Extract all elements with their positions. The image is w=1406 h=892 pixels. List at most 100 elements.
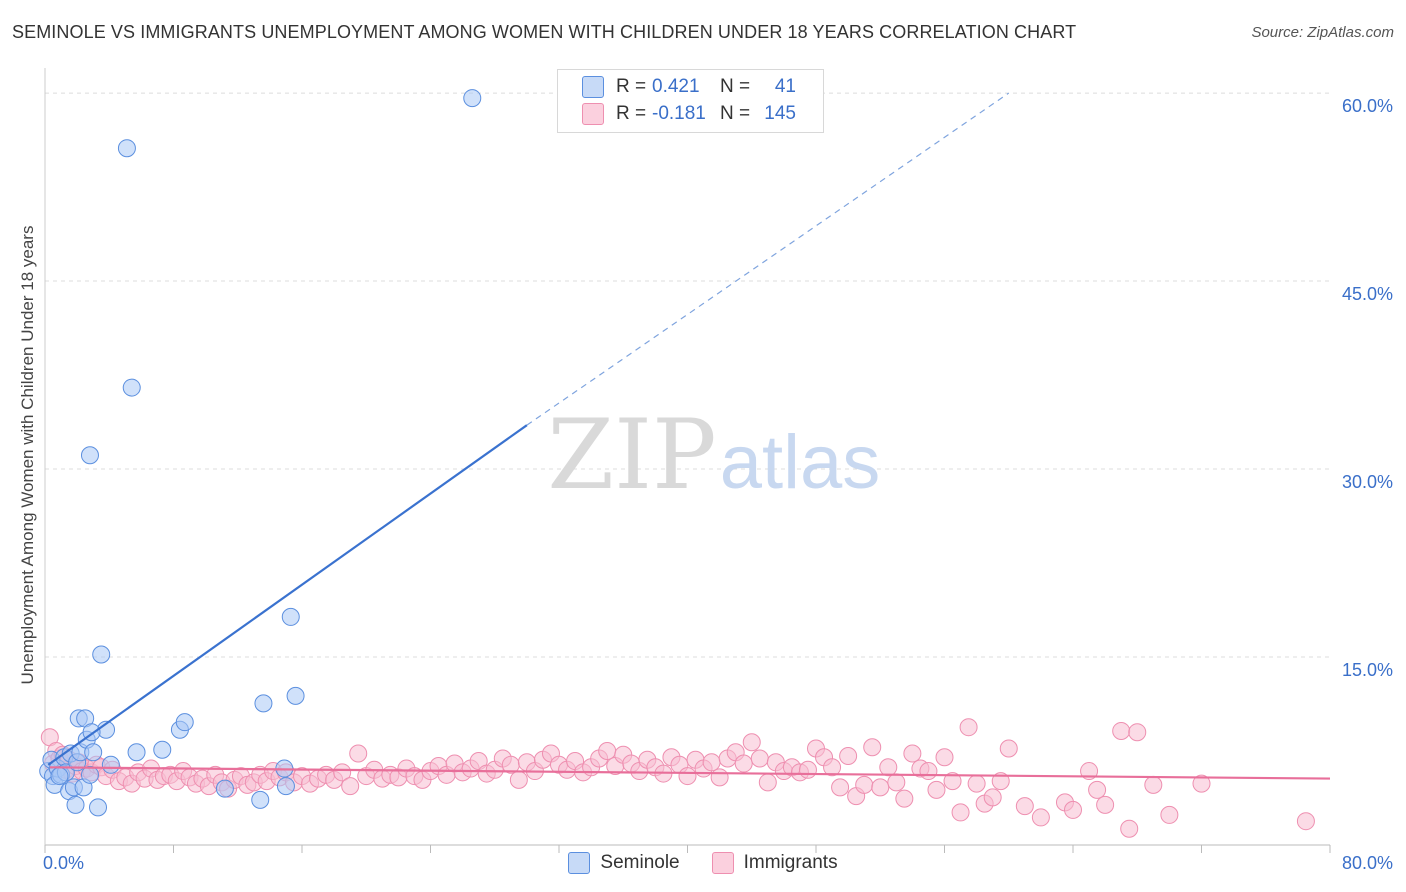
bottom-legend-immigrants: Immigrants — [711, 852, 838, 874]
immigrants-point — [919, 762, 938, 781]
seminole-point — [254, 694, 273, 713]
legend-n-value: 41 — [774, 76, 796, 97]
watermark-atlas: atlas — [720, 420, 881, 505]
immigrants-point — [333, 763, 352, 782]
immigrants-point — [702, 753, 721, 772]
immigrants-point — [863, 738, 882, 757]
immigrants-trend-line — [49, 766, 1331, 780]
immigrants-point — [341, 777, 360, 796]
immigrants-point — [943, 772, 962, 791]
seminole-swatch — [582, 76, 604, 98]
seminole-point — [92, 645, 111, 664]
seminole-point — [80, 765, 99, 784]
immigrants-point — [1128, 723, 1147, 742]
y-tick-label: 60.0% — [1342, 96, 1393, 116]
seminole-point — [175, 713, 194, 732]
bottom-legend-immigrants-label: Immigrants — [743, 852, 838, 873]
seminole-point — [463, 89, 482, 108]
x-tick-label: 0.0% — [43, 853, 84, 873]
immigrants-point — [1120, 819, 1139, 838]
immigrants-point — [1112, 721, 1131, 740]
legend-n-label: N = — [720, 76, 751, 97]
immigrants-point — [1192, 774, 1211, 793]
legend-n-label: N = — [720, 103, 751, 124]
immigrants-swatch — [711, 852, 734, 874]
x-tick-label: 80.0% — [1342, 853, 1393, 873]
tick-labels: 15.0% 30.0% 45.0% 60.0% 0.0% 80.0% — [43, 96, 1393, 873]
legend-row-immigrants: R = -0.181 N = 145 — [582, 102, 796, 126]
seminole-point — [286, 686, 305, 705]
watermark-zip: ZIP — [547, 399, 716, 511]
seminole-point — [101, 755, 120, 774]
seminole-trend-extension — [526, 92, 1010, 426]
immigrants-point — [871, 778, 890, 797]
seminole-point — [153, 740, 172, 759]
immigrants-point — [951, 803, 970, 822]
immigrants-point — [1088, 780, 1107, 799]
immigrants-point — [710, 768, 729, 787]
immigrants-point — [839, 747, 858, 766]
immigrants-point — [903, 744, 922, 763]
legend-r-value: -0.181 — [652, 103, 706, 124]
immigrants-point — [823, 758, 842, 777]
immigrants-point — [1296, 812, 1315, 831]
immigrants-point — [750, 749, 769, 768]
immigrants-point — [983, 788, 1002, 807]
seminole-swatch — [568, 852, 591, 874]
immigrants-point — [967, 774, 986, 793]
immigrants-point — [959, 718, 978, 737]
seminole-point — [84, 743, 103, 762]
bottom-legend-seminole: Seminole — [568, 852, 680, 874]
immigrants-point — [999, 739, 1018, 758]
seminole-point — [281, 607, 300, 626]
immigrants-point — [887, 773, 906, 792]
immigrants-point — [349, 744, 368, 763]
chart-title: SEMINOLE VS IMMIGRANTS UNEMPLOYMENT AMON… — [12, 22, 1077, 42]
immigrants-point — [1080, 762, 1099, 781]
legend-row-seminole: R = 0.421 N = 41 — [582, 75, 796, 99]
immigrants-point — [831, 778, 850, 797]
seminole-point — [215, 779, 234, 798]
source-label: Source: ZipAtlas.com — [1251, 24, 1394, 41]
seminole-point — [89, 798, 108, 817]
immigrants-point — [991, 772, 1010, 791]
immigrants-point — [798, 760, 817, 779]
immigrants-point — [1160, 805, 1179, 824]
immigrants-points — [40, 718, 1315, 838]
immigrants-point — [758, 773, 777, 792]
bottom-legend: Seminole Immigrants — [0, 852, 1406, 874]
seminole-point — [276, 777, 295, 796]
legend-n-value: 145 — [764, 103, 796, 124]
immigrants-point — [927, 780, 946, 799]
immigrants-point — [1144, 775, 1163, 794]
bottom-legend-seminole-label: Seminole — [600, 852, 680, 873]
immigrants-point — [598, 742, 617, 761]
immigrants-point — [678, 767, 697, 786]
seminole-point — [117, 139, 136, 158]
immigrants-point — [509, 770, 528, 789]
watermark: ZIP atlas — [547, 399, 880, 511]
immigrants-point — [742, 733, 761, 752]
immigrants-point — [879, 758, 898, 777]
legend-box: R = 0.421 N = 41 R = -0.181 N = 145 — [557, 69, 824, 133]
immigrants-point — [1064, 800, 1082, 819]
axes — [44, 68, 1331, 853]
y-tick-label: 45.0% — [1342, 284, 1393, 304]
seminole-trend-line — [47, 424, 528, 766]
immigrants-point — [855, 775, 874, 794]
grid-lines — [45, 92, 1330, 658]
seminole-point — [66, 795, 85, 814]
seminole-point — [251, 790, 270, 809]
seminole-points — [39, 89, 482, 817]
immigrants-point — [935, 748, 954, 767]
y-tick-label: 30.0% — [1342, 472, 1393, 492]
immigrants-point — [734, 754, 753, 773]
immigrants-point — [895, 789, 914, 808]
seminole-point — [80, 446, 99, 465]
legend-r-value: 0.421 — [652, 76, 700, 97]
seminole-point — [127, 743, 146, 762]
immigrants-point — [1031, 808, 1050, 827]
immigrants-point — [1015, 797, 1034, 816]
seminole-point — [50, 767, 69, 786]
